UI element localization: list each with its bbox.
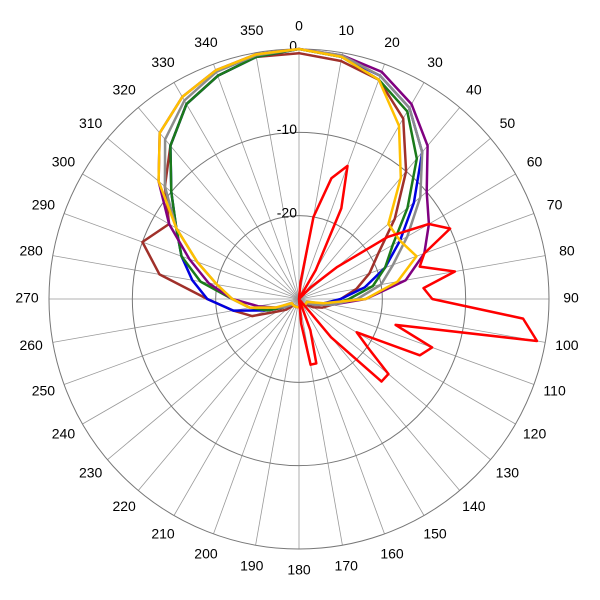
angle-label: 70 [547, 197, 563, 213]
angle-label: 250 [32, 383, 56, 399]
spoke [63, 298, 300, 385]
pattern-line [141, 51, 408, 318]
angle-label: 20 [384, 34, 400, 50]
angle-label: 170 [335, 558, 359, 574]
spoke [213, 298, 300, 535]
angle-label: 350 [240, 22, 264, 38]
angle-label: 220 [112, 498, 136, 514]
angle-label: 90 [563, 290, 579, 306]
r-tick-label: 0 [289, 38, 297, 54]
angle-label: 320 [112, 81, 136, 97]
angle-label: 240 [52, 426, 76, 442]
angle-label: 120 [523, 426, 547, 442]
spoke [137, 298, 300, 491]
spoke [298, 255, 546, 300]
angle-label: 30 [427, 54, 443, 70]
ring [215, 215, 383, 383]
angle-label: 260 [19, 337, 43, 353]
angle-label: 60 [527, 154, 543, 170]
angle-label: 100 [555, 337, 579, 353]
spoke [298, 63, 385, 300]
pattern-line [297, 164, 539, 383]
spoke [298, 298, 343, 546]
spoke [173, 82, 300, 300]
spoke [82, 173, 300, 300]
spoke [107, 298, 300, 461]
angle-label: 340 [194, 34, 218, 50]
angle-label: 110 [543, 383, 566, 399]
spoke [255, 52, 300, 300]
angle-label: 270 [15, 290, 39, 306]
angle-label: 200 [194, 545, 218, 561]
angle-label: 210 [151, 525, 175, 541]
spoke [213, 63, 300, 300]
angle-label: 150 [423, 525, 447, 541]
angle-label: 80 [559, 242, 575, 258]
spoke [298, 107, 461, 300]
spoke [298, 298, 516, 425]
angle-label: 10 [338, 22, 354, 38]
r-tick-label: -20 [277, 204, 297, 220]
angle-label: 300 [52, 154, 76, 170]
angle-label: 50 [500, 115, 516, 131]
spoke [82, 298, 300, 425]
angle-label: 0 [295, 18, 303, 34]
spoke [107, 137, 300, 300]
spoke [298, 298, 491, 461]
ring [131, 131, 467, 467]
angle-label: 230 [79, 465, 103, 481]
angle-label: 130 [496, 465, 520, 481]
angle-label: 160 [380, 545, 404, 561]
angle-label: 190 [240, 558, 264, 574]
spoke [298, 298, 535, 385]
angle-label: 180 [287, 562, 311, 578]
angle-label: 330 [151, 54, 175, 70]
spoke [52, 255, 300, 300]
angle-label: 140 [462, 498, 486, 514]
spoke [298, 298, 546, 343]
spoke [173, 298, 300, 516]
spoke [298, 298, 385, 535]
r-tick-label: -10 [277, 121, 297, 137]
angle-label: 40 [466, 81, 482, 97]
angle-label: 310 [79, 115, 103, 131]
spoke [298, 298, 425, 516]
spoke [255, 298, 300, 546]
angle-label: 290 [32, 197, 56, 213]
angle-label: 280 [19, 242, 43, 258]
